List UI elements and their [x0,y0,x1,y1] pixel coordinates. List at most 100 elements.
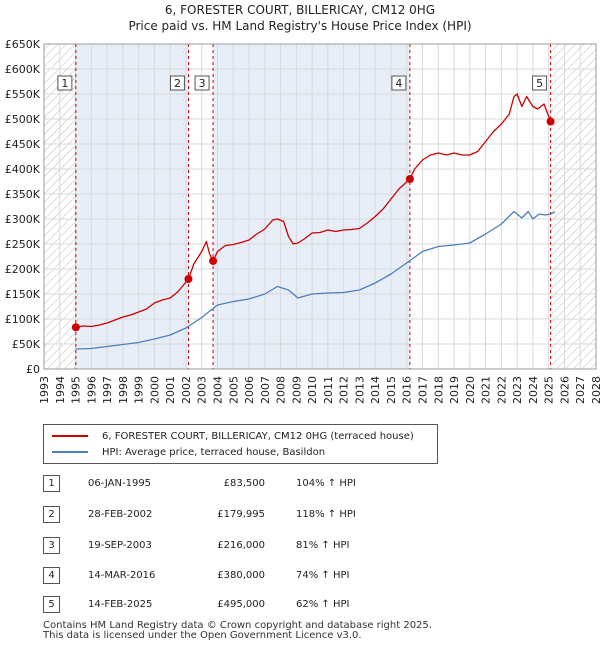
sale-point [405,175,414,183]
x-tick-label: 2006 [243,376,256,404]
sale-hpi: 118% ↑ HPI [296,509,356,520]
legend-label-hpi: HPI: Average price, terraced house, Basi… [102,446,326,458]
sale-label: 4 [395,77,402,90]
x-tick-label: 2008 [275,376,288,404]
table-row: 2 28-FEB-2002 £179,995 118% ↑ HPI [0,506,600,526]
x-tick-label: 2026 [558,376,571,404]
x-tick-label: 2019 [448,376,461,404]
x-tick-label: 2025 [543,376,556,404]
legend-swatch-property [52,435,88,437]
x-tick-label: 2001 [164,376,177,404]
x-tick-label: 2021 [480,376,493,404]
x-tick-label: 2018 [432,376,445,404]
sale-hpi: 81% ↑ HPI [296,540,350,551]
sale-label-box [194,75,210,91]
legend-item-property: 6, FORESTER COURT, BILLERICAY, CM12 0HG … [52,429,414,443]
sale-price: £495,000 [217,599,265,610]
table-row: 1 06-JAN-1995 £83,500 104% ↑ HPI [0,475,600,495]
x-tick-label: 2012 [338,376,351,404]
shaded-period [75,44,189,369]
sale-label: 5 [536,77,543,90]
y-tick-label: £650K [5,38,41,51]
hatched-region [550,44,596,369]
x-tick-label: 1993 [38,376,51,404]
table-row: 5 14-FEB-2025 £495,000 62% ↑ HPI [0,596,600,616]
x-tick-label: 2023 [511,376,524,404]
x-tick-label: 1997 [101,376,114,404]
x-tick-label: 2004 [211,376,224,404]
sale-number: 4 [43,567,60,584]
x-tick-label: 2017 [417,376,430,404]
chart-legend: 6, FORESTER COURT, BILLERICAY, CM12 0HG … [43,424,438,464]
sale-hpi: 74% ↑ HPI [296,570,350,581]
legend-label-property: 6, FORESTER COURT, BILLERICAY, CM12 0HG … [102,430,414,442]
sale-number: 1 [43,475,60,492]
y-tick-label: £400K [5,163,41,176]
chart-subtitle: Price paid vs. HM Land Registry's House … [128,19,472,33]
legend-item-hpi: HPI: Average price, terraced house, Basi… [52,445,325,459]
sale-point [184,275,193,284]
y-tick-label: £0 [26,363,40,376]
x-tick-label: 2014 [369,376,382,404]
x-tick-label: 1999 [133,376,146,404]
y-tick-label: £600K [5,63,41,76]
sale-date: 19-SEP-2003 [88,540,152,551]
sale-date: 06-JAN-1995 [88,478,152,489]
x-tick-label: 2002 [180,376,193,404]
y-tick-label: £300K [5,213,41,226]
sale-price: £83,500 [223,478,265,489]
x-tick-label: 2005 [227,376,240,404]
footer-line-2: This data is licensed under the Open Gov… [43,630,362,641]
x-tick-label: 2000 [148,376,161,404]
x-tick-label: 2024 [527,376,540,404]
sale-number: 3 [43,537,60,554]
sale-label-box [57,75,73,91]
sale-label: 2 [174,77,181,90]
sale-number: 5 [43,596,60,613]
shaded-period [213,44,410,369]
x-tick-label: 2028 [590,376,600,404]
chart-title: 6, FORESTER COURT, BILLERICAY, CM12 0HG [164,3,436,17]
sale-point [71,323,80,332]
sale-date: 14-MAR-2016 [88,570,156,581]
sale-point [546,117,555,126]
y-tick-label: £500K [5,113,41,126]
x-tick-label: 2022 [495,376,508,404]
series-line [75,210,556,350]
sale-label: 1 [61,77,68,90]
x-tick-label: 2020 [464,376,477,404]
sale-label-box [391,75,407,91]
sale-hpi: 62% ↑ HPI [296,599,350,610]
sale-label: 3 [199,77,206,90]
x-tick-label: 2016 [401,376,414,404]
x-tick-label: 2027 [574,376,587,404]
x-tick-label: 2013 [353,376,366,404]
sale-number: 2 [43,506,60,523]
x-tick-label: 2011 [322,376,335,404]
sale-price: £380,000 [217,570,265,581]
legend-swatch-hpi [52,451,88,453]
x-tick-label: 2007 [259,376,272,404]
sale-label-box [169,75,185,91]
price-chart: 1 2 3 4 5 £0 £50K £100K £150K £200K £250K £300K £35… [5,38,600,404]
x-tick-label: 1996 [85,376,98,404]
x-tick-label: 2015 [385,376,398,404]
y-tick-label: £200K [5,263,41,276]
x-tick-label: 1995 [70,376,83,404]
x-tick-label: 2003 [196,376,209,404]
x-tick-label: 2009 [290,376,303,404]
plot-border [43,43,597,370]
x-tick-label: 1998 [117,376,130,404]
x-tick-label: 1994 [54,376,67,404]
footer-attribution: Contains HM Land Registry data © Crown c… [43,621,432,641]
series-line [75,93,554,328]
sale-date: 28-FEB-2002 [88,509,153,520]
y-tick-label: £550K [5,88,41,101]
sale-point [209,257,218,265]
sale-price: £179,995 [217,509,265,520]
sale-label-box [532,75,548,91]
y-tick-label: £150K [5,288,41,301]
y-tick-label: £450K [5,138,41,151]
table-row: 3 19-SEP-2003 £216,000 81% ↑ HPI [0,537,600,557]
y-tick-label: £100K [5,313,41,326]
